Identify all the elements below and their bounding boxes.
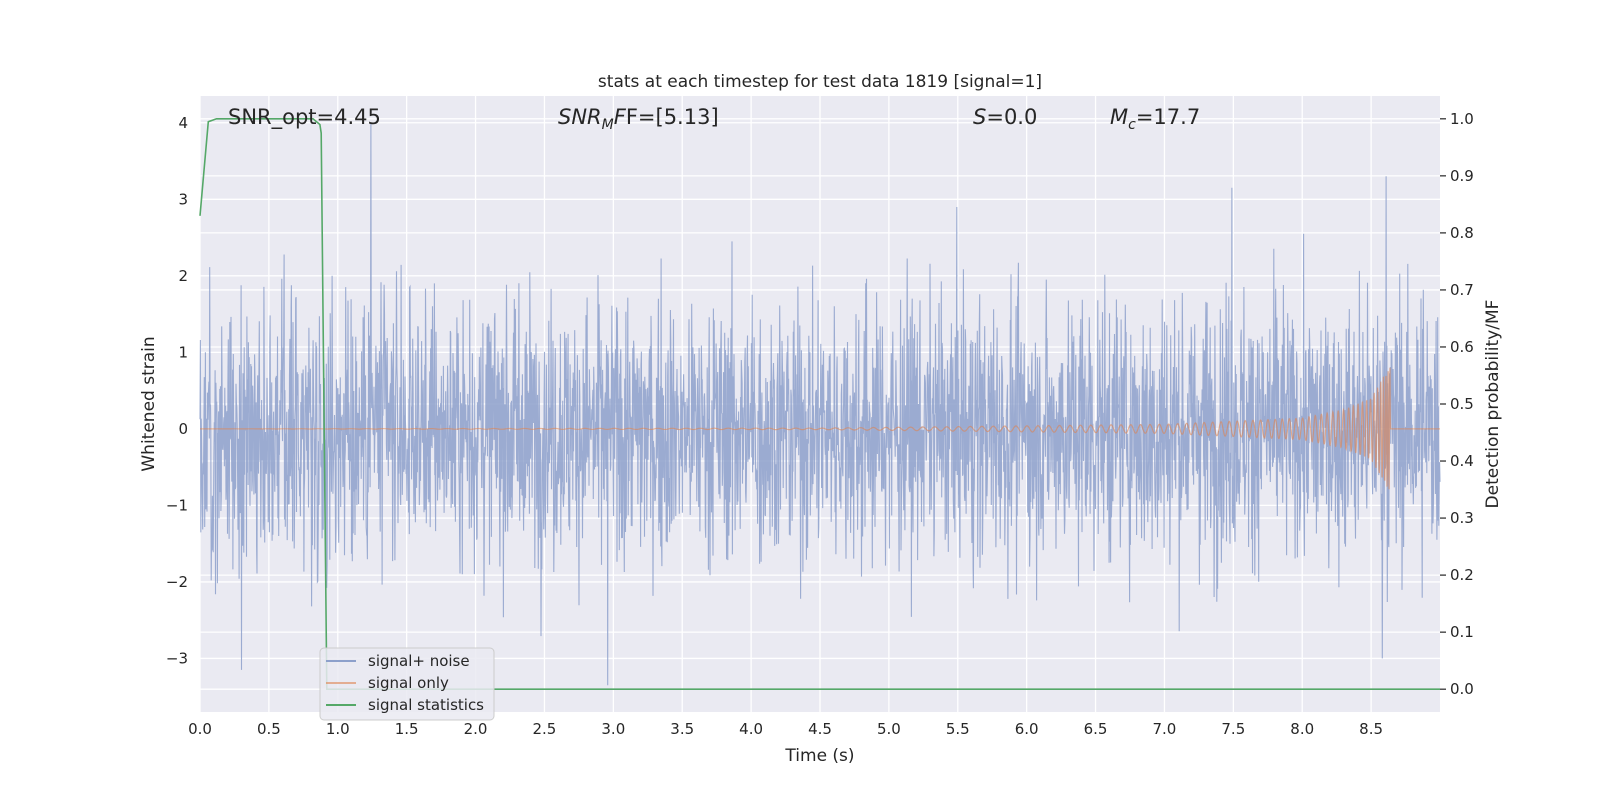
- y-right-tick-label: 0.3: [1450, 509, 1474, 527]
- y-right-tick-label: 0.1: [1450, 623, 1474, 641]
- x-axis-label: Time (s): [784, 746, 854, 766]
- snr-mf-annotation: SNRMFF=[5.13]: [558, 105, 719, 133]
- x-tick-label: 7.5: [1221, 720, 1245, 738]
- x-tick-label: 4.0: [739, 720, 763, 738]
- legend-label-signal-noise: signal+ noise: [368, 652, 470, 670]
- x-tick-label: 6.0: [1015, 720, 1039, 738]
- mc-sub: c: [1128, 117, 1136, 133]
- x-tick-label: 7.0: [1153, 720, 1177, 738]
- y-axis-right-label: Detection probability/MF: [1483, 300, 1503, 509]
- legend-box: [319, 647, 495, 721]
- snr-mf-suffix: F=[5.13]: [626, 105, 719, 129]
- y-right-tick-label: 0.5: [1450, 395, 1474, 413]
- y-axis-left-label: Whitened strain: [139, 336, 159, 471]
- x-tick-label: 1.5: [395, 720, 419, 738]
- chart-title: stats at each timestep for test data 181…: [598, 72, 1042, 92]
- x-tick-label: 8.0: [1290, 720, 1314, 738]
- x-tick-label: 1.0: [326, 720, 350, 738]
- x-tick-label: 5.5: [946, 720, 970, 738]
- x-tick-label: 6.5: [1084, 720, 1108, 738]
- x-tick-label: 2.5: [533, 720, 557, 738]
- y-left-tick-label: 4: [178, 114, 188, 132]
- x-tick-label: 0.5: [257, 720, 281, 738]
- mc-suffix: =17.7: [1136, 105, 1200, 129]
- mc-annotation: Mc=17.7: [1110, 105, 1200, 133]
- data-layer: [199, 118, 1441, 690]
- mc-prefix: M: [1110, 105, 1128, 129]
- y-right-tick-label: 0.8: [1450, 224, 1474, 242]
- y-left-tick-label: 2: [178, 267, 188, 285]
- y-left-tick-label: 0: [178, 420, 188, 438]
- s-suffix: =0.0: [986, 105, 1037, 129]
- y-left-tick-label: −1: [166, 496, 188, 514]
- x-tick-label: 4.5: [808, 720, 832, 738]
- x-tick-label: 3.5: [670, 720, 694, 738]
- signal-statistics-line: [199, 118, 1440, 690]
- s-annotation: S=0.0: [973, 105, 1037, 129]
- signal-only-line: [200, 367, 1440, 490]
- signal-noise-line: [199, 122, 1441, 686]
- snr-mf-sub: M: [602, 117, 614, 133]
- x-tick-label: 2.0: [464, 720, 488, 738]
- y-right-tick-label: 0.2: [1450, 566, 1474, 584]
- y-right-tick-label: 0.9: [1450, 167, 1474, 185]
- y-left-tick-label: 3: [178, 190, 188, 208]
- snr-opt-annotation: SNR_opt=4.45: [228, 105, 381, 130]
- x-tick-label: 0.0: [188, 720, 212, 738]
- x-tick-label: 3.0: [601, 720, 625, 738]
- y-right-tick-label: 1.0: [1450, 110, 1474, 128]
- y-left-tick-label: 1: [178, 343, 188, 361]
- y-left-tick-label: −3: [166, 649, 188, 667]
- legend: signal+ noise signal only signal statist…: [319, 647, 495, 721]
- tick-layer: 0.0 0.5 1.0 1.5 2.0 2.5 3.0 3.5 4.0 4.5 5.0 5.5 6.0 6…: [166, 110, 1474, 738]
- y-right-tick-label: 0.0: [1450, 680, 1474, 698]
- snr-mf-suffix-f: F: [614, 105, 627, 129]
- y-left-tick-label: −2: [166, 573, 188, 591]
- y-right-tick-label: 0.4: [1450, 452, 1474, 470]
- x-tick-label: 5.0: [877, 720, 901, 738]
- x-tick-label: 8.5: [1359, 720, 1383, 738]
- legend-label-signal-only: signal only: [368, 674, 449, 692]
- s-prefix: S: [973, 105, 986, 129]
- y-right-tick-label: 0.6: [1450, 338, 1474, 356]
- snr-mf-prefix: SNR: [558, 105, 602, 129]
- legend-label-signal-statistics: signal statistics: [368, 696, 484, 714]
- y-right-tick-label: 0.7: [1450, 281, 1474, 299]
